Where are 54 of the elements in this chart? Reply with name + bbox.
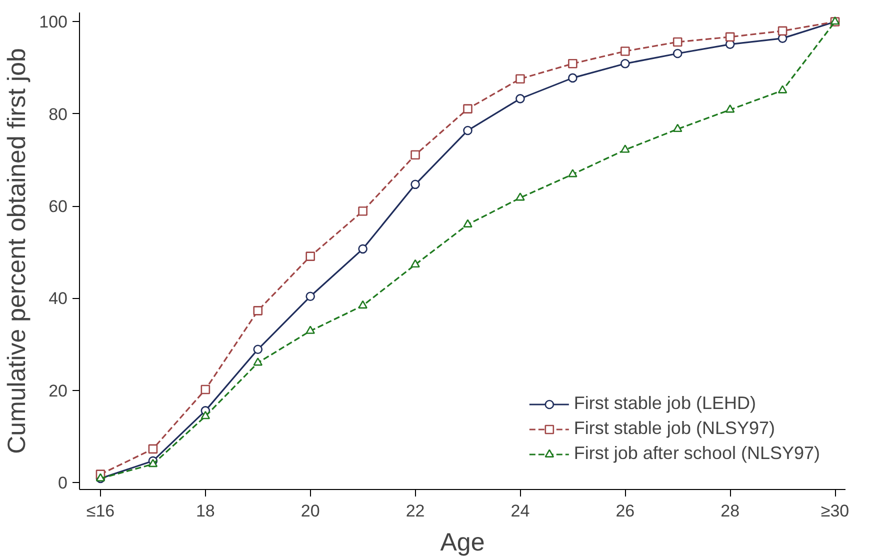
point (148, 458, 158, 468)
x-tick-label: 20 (300, 502, 320, 520)
point (410, 150, 420, 160)
point (306, 252, 315, 261)
point (253, 306, 263, 316)
point (568, 59, 578, 68)
point (306, 326, 315, 334)
point (463, 219, 472, 228)
point (358, 300, 368, 309)
point (516, 192, 525, 201)
x-tick-label: 26 (616, 502, 635, 520)
point (463, 126, 472, 136)
point (620, 59, 630, 68)
point (200, 384, 210, 394)
point (148, 444, 158, 454)
point (516, 94, 525, 104)
legend-label: First stable job (LEHD) (574, 393, 756, 414)
x-axis-title: Age (440, 528, 485, 556)
point (358, 244, 368, 254)
point (568, 168, 578, 178)
y-tick-label: 80 (48, 104, 68, 124)
point (620, 144, 630, 153)
point (463, 104, 472, 114)
point (200, 410, 210, 420)
legend-label: First stable job (NLSY97) (574, 418, 775, 439)
y-tick-label: 60 (48, 197, 68, 216)
point (516, 74, 525, 84)
point (410, 180, 420, 190)
y-tick-label: 100 (39, 12, 68, 32)
legend-label: First job after school (NLSY97) (574, 443, 820, 464)
point (778, 26, 788, 36)
x-tick-label: 24 (510, 502, 530, 520)
point (725, 104, 735, 113)
y-tick-label: 0 (58, 474, 68, 493)
x-tick-label: ≤16 (86, 502, 115, 520)
point (778, 85, 788, 94)
point (672, 48, 682, 58)
point (253, 344, 263, 354)
point (306, 292, 315, 302)
x-tick-label: 28 (720, 502, 740, 520)
x-tick-label: ≥30 (820, 502, 850, 520)
x-tick-label: 22 (406, 502, 425, 520)
point (568, 73, 578, 83)
y-tick-label: 20 (48, 381, 68, 400)
point (410, 259, 420, 268)
point (253, 357, 263, 366)
y-tick-label: 40 (48, 289, 68, 308)
point (672, 124, 682, 132)
point (672, 37, 682, 47)
y-axis-title: Cumulative percent obtained first job (3, 48, 32, 454)
point (725, 32, 735, 42)
point (358, 206, 368, 216)
point (620, 46, 630, 56)
x-tick-label: 18 (196, 502, 215, 520)
